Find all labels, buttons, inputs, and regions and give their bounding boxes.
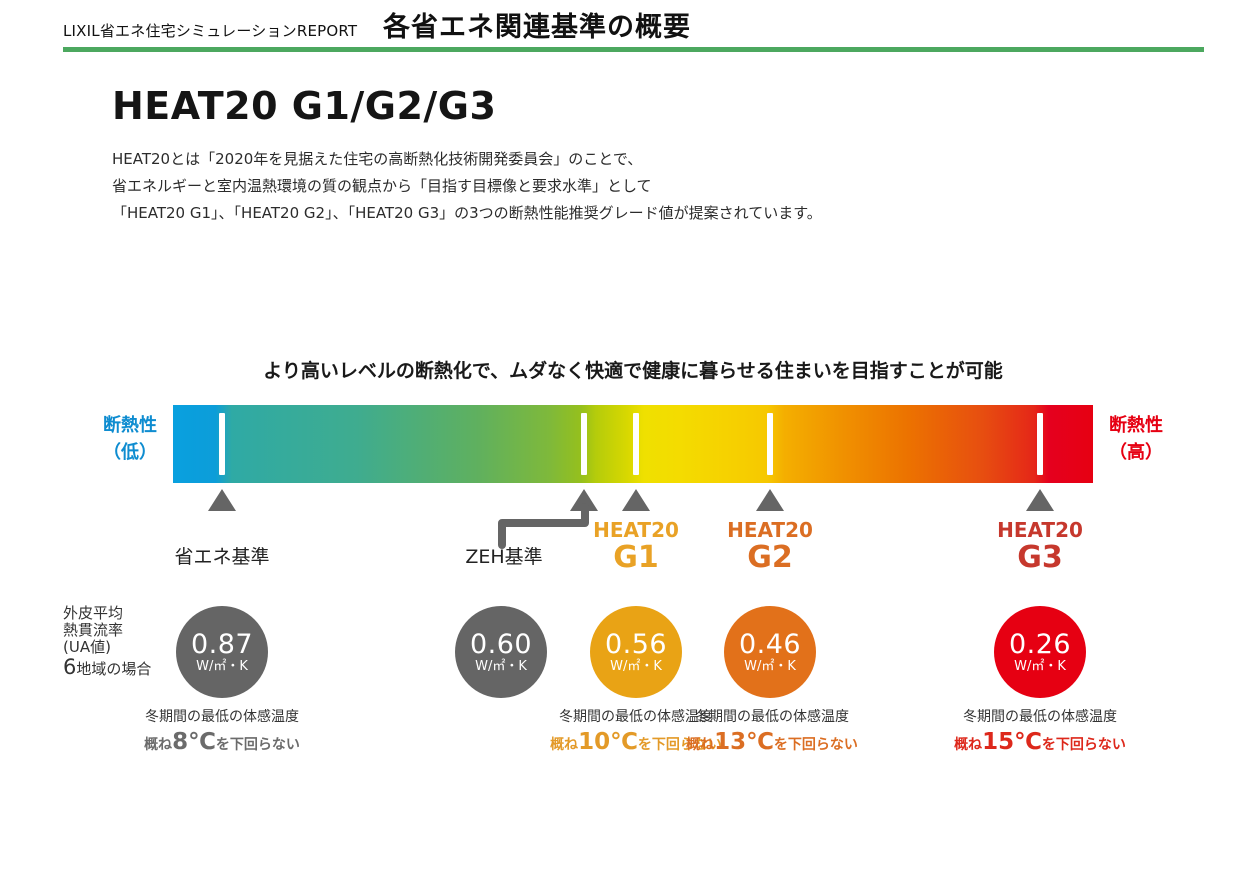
temp-note-shoene: 冬期間の最低の体感温度 概ね8℃を下回らない <box>112 709 332 755</box>
ua-unit: W/㎡・K <box>196 658 248 674</box>
temp-intro: 冬期間の最低の体感温度 <box>963 709 1117 725</box>
pointer-triangle-g2 <box>756 489 784 511</box>
ua-note: 外皮平均 熱貫流率 (UA値) 6地域の場合 <box>63 605 151 678</box>
ua-unit: W/㎡・K <box>744 658 796 674</box>
pointer-triangle-zeh <box>570 489 598 511</box>
temp-detail: 概ね13℃を下回らない <box>662 729 882 755</box>
temp-suffix: を下回らない <box>637 737 722 753</box>
temp-value: 8℃ <box>172 729 216 755</box>
ua-value: 0.56 <box>604 628 668 660</box>
scale-tick-g3 <box>1037 413 1043 475</box>
label-heat20-g2: HEAT20 G2 <box>705 519 835 575</box>
ua-unit: W/㎡・K <box>610 658 662 674</box>
heat20-brand: HEAT20 <box>593 518 679 542</box>
ua-circle-g2: 0.46 W/㎡・K <box>724 606 816 698</box>
label-zeh-kijun: ZEH基準 <box>465 546 543 568</box>
zeh-connector-line <box>498 503 589 549</box>
label-heat20-g1: HEAT20 G1 <box>571 519 701 575</box>
ua-value: 0.46 <box>738 628 802 660</box>
temp-detail: 概ね15℃を下回らない <box>930 729 1150 755</box>
scale-high-line1: 断熱性 <box>1109 415 1163 436</box>
scale-tick-g1 <box>633 413 639 475</box>
scale-high-line2: （高） <box>1109 442 1163 463</box>
scale-tick-zeh <box>581 413 587 475</box>
page-title: 各省エネ関連基準の概要 <box>383 12 691 43</box>
ua-unit: W/㎡・K <box>475 658 527 674</box>
scale-label-high: 断熱性 （高） <box>1094 412 1178 466</box>
temp-intro: 冬期間の最低の体感温度 <box>145 709 299 725</box>
temp-prefix: 概ね <box>954 737 983 753</box>
ua-value: 0.87 <box>190 628 254 660</box>
header-divider <box>63 47 1204 52</box>
temp-note-g2: 冬期間の最低の体感温度 概ね13℃を下回らない <box>662 709 882 755</box>
ua-value: 0.26 <box>1008 628 1072 660</box>
temp-value: 10℃ <box>578 729 638 755</box>
diagram-caption: より高いレベルの断熱化で、ムダなく快適で健康に暮らせる住まいを目指すことが可能 <box>263 360 1003 382</box>
region-number: 6 <box>63 655 77 679</box>
temp-prefix: 概ね <box>144 737 173 753</box>
scale-label-low: 断熱性 （低） <box>88 412 172 466</box>
ua-note-line3: (UA値) <box>63 638 111 656</box>
temp-prefix: 概ね <box>550 737 579 753</box>
description-line: HEAT20とは「2020年を見据えた住宅の高断熱化技術開発委員会」のことで、 <box>112 150 643 168</box>
heat20-brand: HEAT20 <box>727 518 813 542</box>
ua-circle-shoene: 0.87 W/㎡・K <box>176 606 268 698</box>
ua-circle-zeh: 0.60 W/㎡・K <box>455 606 547 698</box>
description-line: 省エネルギーと室内温熱環境の質の観点から「目指す目標像と要求水準」として <box>112 177 652 195</box>
ua-note-line1: 外皮平均 <box>63 604 124 622</box>
ua-unit: W/㎡・K <box>1014 658 1066 674</box>
pointer-triangle-g3 <box>1026 489 1054 511</box>
temp-detail: 概ね10℃を下回らない <box>526 729 746 755</box>
temp-prefix: 概ね <box>686 737 715 753</box>
temp-note-g3: 冬期間の最低の体感温度 概ね15℃を下回らない <box>930 709 1150 755</box>
ua-circle-g1: 0.56 W/㎡・K <box>590 606 682 698</box>
temp-value: 13℃ <box>714 729 774 755</box>
temp-intro: 冬期間の最低の体感温度 <box>695 709 849 725</box>
temp-suffix: を下回らない <box>1041 737 1126 753</box>
temp-suffix: を下回らない <box>773 737 858 753</box>
scale-low-line2: （低） <box>103 442 157 463</box>
region-text: 地域の場合 <box>76 660 152 678</box>
temp-suffix: を下回らない <box>215 737 300 753</box>
ua-value: 0.60 <box>469 628 533 660</box>
heat20-grade-g3: G3 <box>1017 540 1063 575</box>
heat20-brand: HEAT20 <box>997 518 1083 542</box>
ua-circle-g3: 0.26 W/㎡・K <box>994 606 1086 698</box>
temp-note-g1: 冬期間の最低の体感温度 概ね10℃を下回らない <box>526 709 746 755</box>
label-heat20-g3: HEAT20 G3 <box>975 519 1105 575</box>
section-title: HEAT20 G1/G2/G3 <box>112 84 497 128</box>
label-shoene-kijun: 省エネ基準 <box>174 546 270 568</box>
temp-intro: 冬期間の最低の体感温度 <box>559 709 713 725</box>
temp-detail: 概ね8℃を下回らない <box>112 729 332 755</box>
scale-tick-shoene <box>219 413 225 475</box>
section-description: HEAT20とは「2020年を見据えた住宅の高断熱化技術開発委員会」のことで、 … <box>112 146 822 227</box>
ua-note-line4: 6地域の場合 <box>63 657 152 678</box>
temp-value: 15℃ <box>982 729 1042 755</box>
heat20-grade-g2: G2 <box>747 540 793 575</box>
description-line: 「HEAT20 G1」、「HEAT20 G2」、「HEAT20 G3」の3つの断… <box>112 204 822 222</box>
scale-tick-g2 <box>767 413 773 475</box>
heat20-grade-g1: G1 <box>613 540 659 575</box>
report-label: LIXIL省エネ住宅シミュレーションREPORT <box>63 22 358 40</box>
scale-low-line1: 断熱性 <box>103 415 157 436</box>
pointer-triangle-shoene <box>208 489 236 511</box>
pointer-triangle-g1 <box>622 489 650 511</box>
ua-note-line2: 熱貫流率 <box>63 621 124 639</box>
